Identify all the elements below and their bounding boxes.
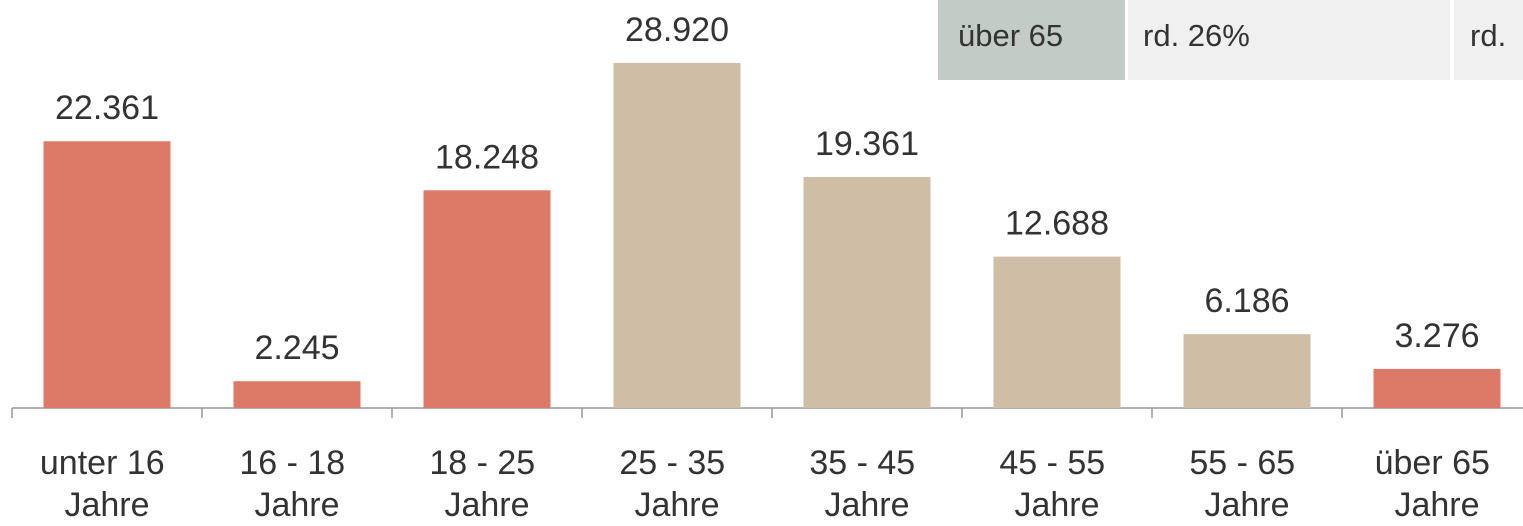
table-text: rd. xyxy=(1470,18,1506,53)
x-tick-label: 35 - 45 Jahre xyxy=(809,444,924,524)
table-cell xyxy=(1128,0,1450,80)
value-label: 6.186 xyxy=(1204,282,1289,320)
label-line: Jahre xyxy=(824,486,909,524)
value-label: 22.361 xyxy=(55,89,159,127)
label-line: Jahre xyxy=(254,486,339,524)
bar xyxy=(1373,368,1501,408)
table-cell xyxy=(938,0,1125,80)
bar xyxy=(233,381,361,408)
table-text: über 65 xyxy=(958,18,1063,53)
table-text: rd. 26% xyxy=(1143,18,1250,53)
label-line: 18 - 25 xyxy=(429,444,544,482)
label-line: 45 - 55 xyxy=(999,444,1114,482)
label-line: 25 - 35 xyxy=(619,444,734,482)
x-tick-label: 45 - 55 Jahre xyxy=(999,444,1114,524)
bar xyxy=(993,256,1121,408)
bar xyxy=(43,141,171,408)
label-line: Jahre xyxy=(64,486,149,524)
table-row: über 65 rd. 26% rd. xyxy=(938,0,1523,80)
value-label: 12.688 xyxy=(1005,205,1109,243)
label-line: 35 - 45 xyxy=(809,444,924,482)
table-cell xyxy=(1454,0,1523,80)
bar xyxy=(613,63,741,408)
x-tick-label: über 65 Jahre xyxy=(1375,444,1500,524)
bar xyxy=(1183,334,1311,408)
bar xyxy=(423,190,551,408)
value-label: 2.245 xyxy=(254,329,339,367)
label-line: unter 16 xyxy=(40,444,174,482)
value-label: 19.361 xyxy=(815,125,919,163)
x-tick-label: 18 - 25 Jahre xyxy=(429,444,544,524)
label-line: Jahre xyxy=(634,486,719,524)
label-line: 55 - 65 xyxy=(1189,444,1304,482)
label-line: Jahre xyxy=(444,486,529,524)
bar xyxy=(803,177,931,408)
x-tick-label: 55 - 65 Jahre xyxy=(1189,444,1304,524)
x-tick-label: 16 - 18 Jahre xyxy=(239,444,354,524)
value-label: 18.248 xyxy=(435,138,539,176)
label-line: 16 - 18 xyxy=(239,444,354,482)
label-line: über 65 xyxy=(1375,444,1500,482)
value-label: 28.920 xyxy=(625,11,729,49)
value-label: 3.276 xyxy=(1394,317,1479,355)
label-line: Jahre xyxy=(1394,486,1479,524)
x-tick-label: unter 16 Jahre xyxy=(40,444,174,524)
label-line: Jahre xyxy=(1204,486,1289,524)
label-line: Jahre xyxy=(1014,486,1099,524)
x-tick-label: 25 - 35 Jahre xyxy=(619,444,734,524)
